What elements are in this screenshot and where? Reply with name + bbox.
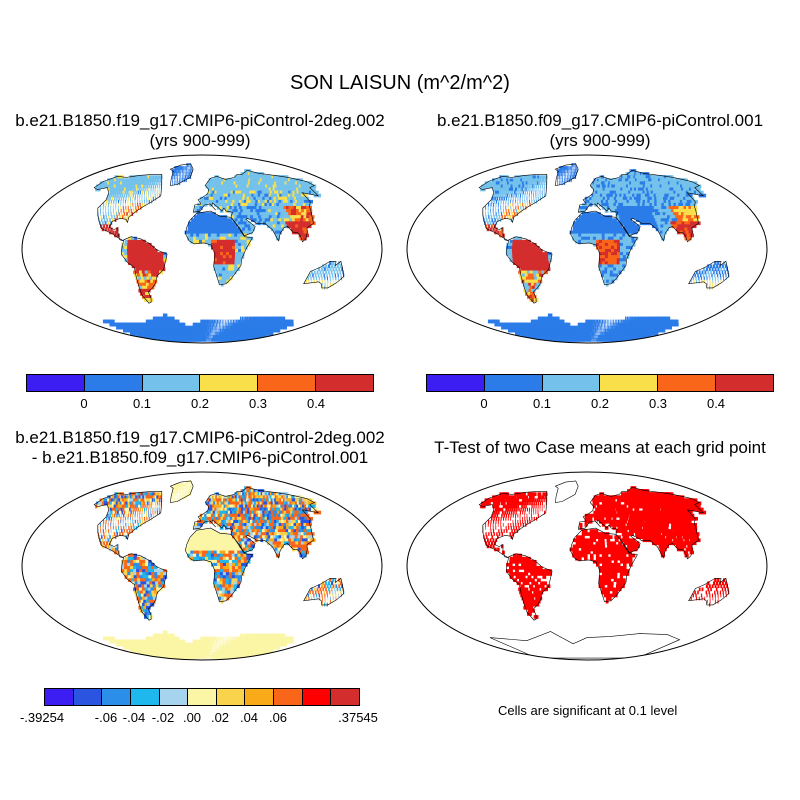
colorbar-case2 <box>426 374 774 392</box>
coastline-africa <box>185 527 253 603</box>
colorbar-difference <box>44 688 360 706</box>
colorbar-difference-tick-label: -.02 <box>151 710 175 725</box>
coastline-southAmerica <box>120 553 168 621</box>
panel2-title-line2: (yrs 900-999) <box>549 131 651 150</box>
colorbar-difference-swatch <box>216 689 246 705</box>
map-border <box>21 154 383 344</box>
map-panel-difference <box>20 470 384 662</box>
coastline-northAmerica <box>478 174 548 242</box>
land-cells <box>95 480 345 659</box>
coastline-africa <box>570 527 638 603</box>
panel4-title: T-Test of two Case means at each grid po… <box>400 438 800 458</box>
colorbar-case2-tick-label: 0.4 <box>706 396 726 411</box>
coastline-greenland <box>169 163 194 186</box>
ocean-background <box>22 472 382 660</box>
colorbar-case2-swatch <box>542 375 601 391</box>
colorbar-case1-swatch <box>84 375 143 391</box>
panel1-title-line2: (yrs 900-999) <box>149 131 251 150</box>
colorbar-case1-tick-label: 0.3 <box>248 396 268 411</box>
coastline-northAmerica <box>93 174 163 242</box>
colorbar-case2-tick-label: 0 <box>480 396 488 411</box>
colorbar-difference-swatch <box>159 689 189 705</box>
coastline-southAmerica <box>505 553 553 621</box>
map-border <box>21 471 383 661</box>
colorbar-difference-swatch <box>245 689 275 705</box>
coastline-northAmerica <box>478 491 548 559</box>
coastline-eurasia <box>192 486 320 560</box>
colorbar-case1 <box>26 374 374 392</box>
panel1-title: b.e21.B1850.f19_g17.CMIP6-piControl-2deg… <box>0 111 400 151</box>
map-panel-ttest <box>405 470 769 662</box>
colorbar-case2-swatch <box>484 375 543 391</box>
colorbar-case1-tick-label: 0.2 <box>190 396 210 411</box>
panel2-title-line1: b.e21.B1850.f09_g17.CMIP6-piControl.001 <box>436 111 764 130</box>
colorbar-case1-swatch <box>142 375 201 391</box>
coastline-australia <box>303 260 345 289</box>
colorbar-difference-tick-label: -.06 <box>94 710 118 725</box>
coastline-southAmerica <box>120 236 168 304</box>
coastline-eurasia <box>577 169 705 243</box>
colorbar-case2-swatch <box>600 375 659 391</box>
colorbar-difference-swatch <box>73 689 103 705</box>
map-border <box>406 154 768 344</box>
coastline-greenland <box>554 163 579 186</box>
colorbar-case1-swatch <box>316 375 373 391</box>
colorbar-difference-swatch <box>331 689 360 705</box>
colorbar-case1-tick-label: 0.4 <box>306 396 326 411</box>
colorbar-difference-swatch <box>188 689 217 705</box>
colorbar-difference-tick-label: -.04 <box>122 710 146 725</box>
colorbar-difference-swatch <box>102 689 131 705</box>
panel4-title-line1: T-Test of two Case means at each grid po… <box>434 438 766 457</box>
coastline-australia <box>688 260 730 289</box>
panel3-title: b.e21.B1850.f19_g17.CMIP6-piControl-2deg… <box>0 428 400 468</box>
colorbar-case2-tick-label: 0.1 <box>532 396 552 411</box>
ocean-background <box>22 155 382 343</box>
colorbar-difference-tick-label: .02 <box>210 710 230 725</box>
coastline-eurasia <box>192 169 320 243</box>
coastline-greenland <box>554 480 579 503</box>
ocean-background <box>407 472 767 660</box>
colorbar-difference-tick-label: .37545 <box>338 710 378 725</box>
panel2-title: b.e21.B1850.f09_g17.CMIP6-piControl.001 … <box>400 111 800 151</box>
colorbar-case1-swatch <box>200 375 259 391</box>
colorbar-case2-swatch <box>658 375 717 391</box>
colorbar-difference-swatch <box>45 689 74 705</box>
figure-title: SON LAISUN (m^2/m^2) <box>290 72 510 94</box>
panel1-title-line1: b.e21.B1850.f19_g17.CMIP6-piControl-2deg… <box>15 111 385 130</box>
land-cells <box>480 163 730 342</box>
colorbar-case2-swatch <box>427 375 485 391</box>
coastline-greenland <box>169 480 194 503</box>
colorbar-difference-tick-label: .04 <box>239 710 259 725</box>
colorbar-difference-swatch <box>302 689 332 705</box>
ttest-significance-note: Cells are significant at 0.1 level <box>498 703 678 718</box>
colorbar-case1-tick-label: 0.1 <box>132 396 152 411</box>
map-panel-case2 <box>405 153 769 345</box>
colorbar-case1-swatch <box>27 375 85 391</box>
land-cells <box>480 486 730 619</box>
colorbar-difference-tick-label: -.39254 <box>19 710 65 725</box>
colorbar-case1-swatch <box>258 375 317 391</box>
ocean-background <box>407 155 767 343</box>
colorbar-case2-tick-label: 0.3 <box>648 396 668 411</box>
colorbar-difference-tick-label: .06 <box>268 710 288 725</box>
colorbar-difference-swatch <box>274 689 303 705</box>
panel3-title-line2: - b.e21.B1850.f09_g17.CMIP6-piControl.00… <box>31 448 369 467</box>
colorbar-case2-tick-label: 0.2 <box>590 396 610 411</box>
coastline-southAmerica <box>505 236 553 304</box>
panel3-title-line1: b.e21.B1850.f19_g17.CMIP6-piControl-2deg… <box>15 428 385 447</box>
coastline-northAmerica <box>93 491 163 559</box>
coastline-australia <box>688 577 730 606</box>
colorbar-difference-swatch <box>130 689 160 705</box>
map-border <box>406 471 768 661</box>
colorbar-case2-swatch <box>716 375 773 391</box>
colorbar-case1-tick-label: 0 <box>80 396 88 411</box>
colorbar-difference-tick-label: .00 <box>182 710 202 725</box>
coastline-africa <box>185 210 253 286</box>
coastline-australia <box>303 577 345 606</box>
coastline-eurasia <box>577 486 705 560</box>
map-panel-case1 <box>20 153 384 345</box>
coastline-africa <box>570 210 638 286</box>
